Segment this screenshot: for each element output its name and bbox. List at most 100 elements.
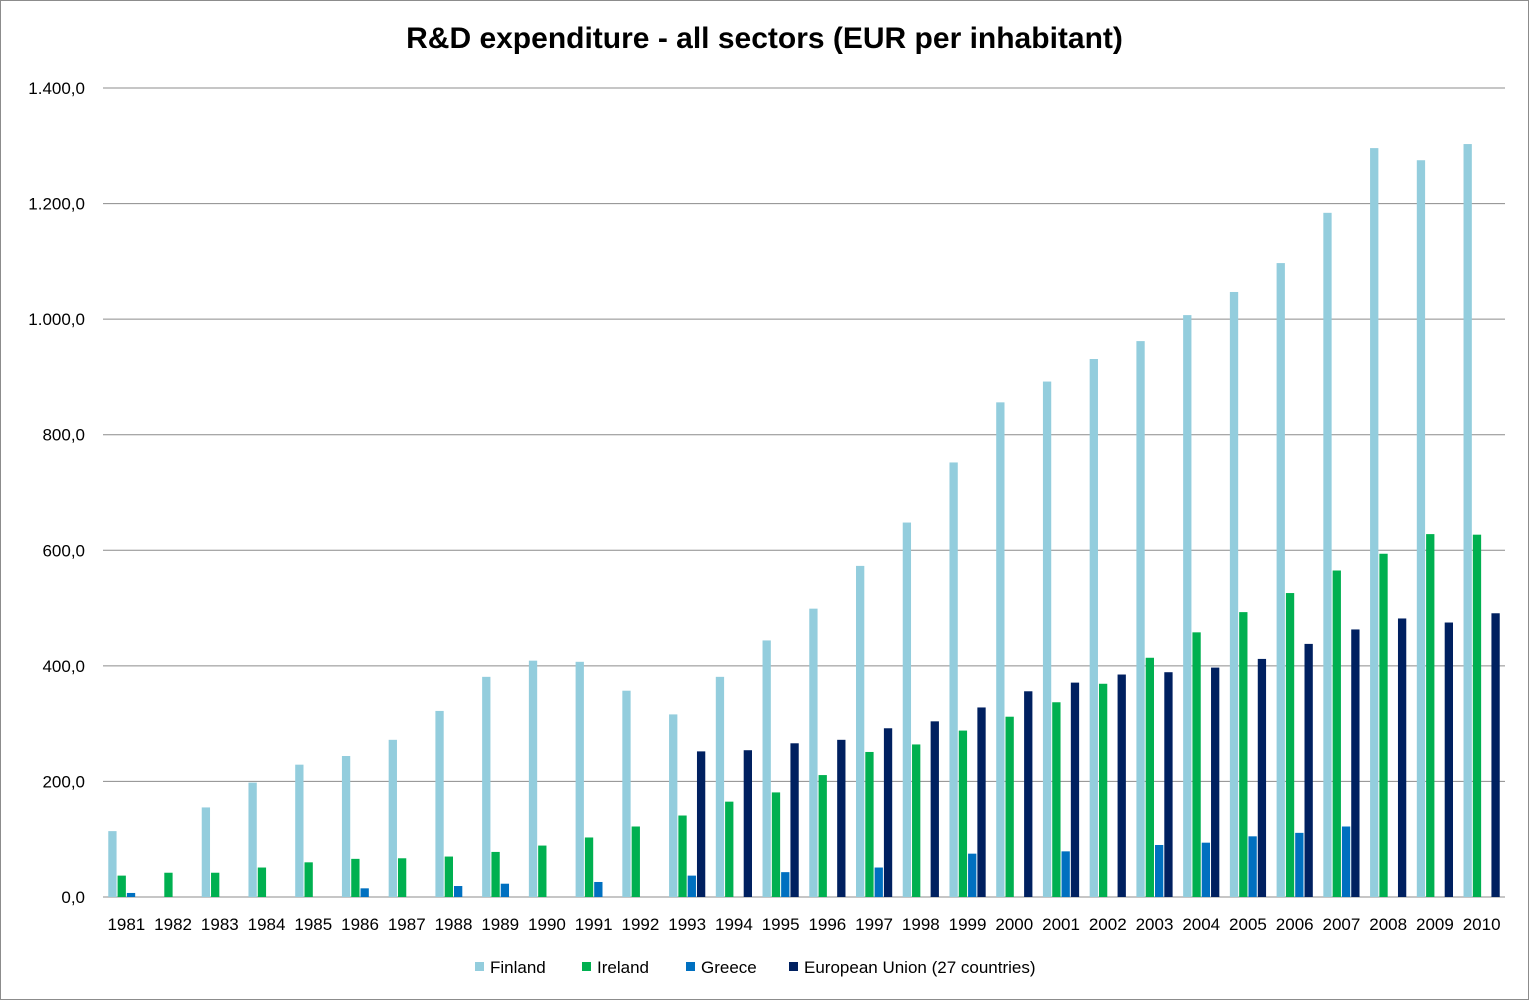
bar-european-1999 bbox=[977, 707, 986, 897]
bar-european-2006 bbox=[1304, 643, 1313, 897]
legend-label: European Union (27 countries) bbox=[804, 958, 1036, 977]
bar-finland-1993 bbox=[669, 714, 678, 897]
bar-ireland-1997 bbox=[865, 751, 874, 897]
bar-finland-1989 bbox=[482, 676, 491, 897]
bar-finland-2007 bbox=[1323, 212, 1332, 897]
legend: Finland Ireland Greece European Union (27 c… bbox=[475, 958, 1036, 977]
bar-european-1994 bbox=[743, 750, 752, 897]
bar-ireland-1982 bbox=[164, 872, 173, 897]
x-tick-label: 1999 bbox=[949, 915, 987, 934]
bar-greece-2001 bbox=[1061, 851, 1070, 897]
bar-finland-2006 bbox=[1276, 263, 1285, 898]
bar-ireland-1991 bbox=[584, 837, 594, 897]
bar-ireland-1988 bbox=[444, 856, 453, 897]
bar-greece-2005 bbox=[1248, 836, 1257, 897]
bar-ireland-2008 bbox=[1379, 553, 1388, 897]
bar-european-2000 bbox=[1024, 691, 1033, 897]
x-tick-label: 1982 bbox=[154, 915, 192, 934]
bar-european-2005 bbox=[1257, 658, 1267, 897]
bar-european-2007 bbox=[1351, 629, 1360, 897]
bar-finland-2001 bbox=[1042, 381, 1052, 897]
bar-ireland-1996 bbox=[818, 775, 827, 897]
bar-european-2003 bbox=[1164, 672, 1173, 897]
bar-ireland-1985 bbox=[304, 862, 313, 897]
bar-ireland-2009 bbox=[1426, 534, 1435, 897]
y-tick-label: 1.000,0 bbox=[28, 310, 85, 329]
bar-european-2009 bbox=[1444, 622, 1453, 897]
bar-ireland-1989 bbox=[491, 851, 500, 897]
bar-finland-1996 bbox=[809, 608, 818, 897]
bar-ireland-1984 bbox=[257, 867, 267, 897]
bar-european-2010 bbox=[1491, 613, 1500, 897]
x-tick-label: 1992 bbox=[622, 915, 660, 934]
bar-finland-1985 bbox=[295, 764, 304, 897]
bar-ireland-1992 bbox=[631, 826, 640, 897]
x-tick-label: 2010 bbox=[1463, 915, 1501, 934]
legend-swatch bbox=[686, 962, 695, 971]
bar-finland-2000 bbox=[996, 402, 1005, 897]
x-tick-label: 2004 bbox=[1182, 915, 1220, 934]
x-tick-label: 1990 bbox=[528, 915, 566, 934]
y-tick-label: 600,0 bbox=[42, 541, 85, 560]
bar-finland-2009 bbox=[1416, 160, 1426, 898]
x-tick-label: 1987 bbox=[388, 915, 426, 934]
bar-finland-1987 bbox=[388, 739, 397, 897]
bar-ireland-1999 bbox=[958, 730, 968, 897]
bar-finland-1981 bbox=[108, 831, 117, 897]
bar-greece-1997 bbox=[874, 867, 883, 897]
bar-ireland-1981 bbox=[117, 875, 126, 897]
bar-finland-1983 bbox=[201, 807, 211, 897]
bars bbox=[108, 144, 1500, 898]
x-tick-label: 1993 bbox=[668, 915, 706, 934]
bar-ireland-1990 bbox=[538, 845, 547, 897]
x-tick-label: 2001 bbox=[1042, 915, 1080, 934]
bar-ireland-2007 bbox=[1332, 570, 1341, 897]
bar-greece-1986 bbox=[360, 888, 369, 897]
y-tick-label: 1.400,0 bbox=[28, 79, 85, 98]
bar-european-1997 bbox=[883, 728, 893, 897]
bar-european-1996 bbox=[837, 739, 846, 897]
bar-finland-1990 bbox=[528, 660, 538, 897]
x-tick-label: 1998 bbox=[902, 915, 940, 934]
bar-ireland-2004 bbox=[1192, 632, 1201, 897]
legend-label: Greece bbox=[701, 958, 757, 977]
bar-european-1993 bbox=[696, 751, 706, 897]
bar-greece-2004 bbox=[1201, 842, 1211, 897]
x-tick-label: 2008 bbox=[1369, 915, 1407, 934]
bar-ireland-2005 bbox=[1239, 612, 1248, 897]
bar-greece-2003 bbox=[1155, 844, 1164, 897]
bar-ireland-1995 bbox=[771, 792, 781, 897]
bar-finland-1984 bbox=[248, 782, 257, 897]
y-tick-label: 1.200,0 bbox=[28, 195, 85, 214]
x-tick-label: 1991 bbox=[575, 915, 613, 934]
bar-finland-2003 bbox=[1136, 341, 1145, 898]
x-tick-label: 2003 bbox=[1136, 915, 1174, 934]
bar-finland-1988 bbox=[435, 710, 444, 897]
bar-finland-2004 bbox=[1183, 315, 1192, 898]
legend-swatch bbox=[582, 962, 591, 971]
bar-finland-2005 bbox=[1229, 291, 1239, 898]
bar-finland-1999 bbox=[949, 462, 958, 897]
x-tick-label: 1988 bbox=[435, 915, 473, 934]
bar-ireland-1994 bbox=[725, 801, 734, 897]
bar-greece-1995 bbox=[781, 872, 790, 897]
bar-ireland-1993 bbox=[678, 815, 687, 897]
bar-greece-1981 bbox=[126, 892, 136, 897]
bar-european-2008 bbox=[1397, 618, 1407, 897]
bar-european-2004 bbox=[1211, 667, 1220, 897]
bar-ireland-1998 bbox=[912, 744, 921, 897]
bar-ireland-2006 bbox=[1285, 593, 1295, 897]
bar-european-2001 bbox=[1070, 682, 1080, 897]
legend-label: Ireland bbox=[597, 958, 649, 977]
x-tick-label: 1986 bbox=[341, 915, 379, 934]
x-tick-label: 2002 bbox=[1089, 915, 1127, 934]
x-tick-label: 2005 bbox=[1229, 915, 1267, 934]
x-tick-label: 1984 bbox=[248, 915, 286, 934]
bar-finland-1995 bbox=[762, 640, 771, 897]
bar-greece-1999 bbox=[968, 853, 977, 897]
bar-ireland-1986 bbox=[351, 858, 360, 897]
bar-greece-2006 bbox=[1295, 832, 1304, 897]
x-tick-label: 1983 bbox=[201, 915, 239, 934]
y-tick-label: 400,0 bbox=[42, 657, 85, 676]
x-tick-label: 1989 bbox=[481, 915, 519, 934]
